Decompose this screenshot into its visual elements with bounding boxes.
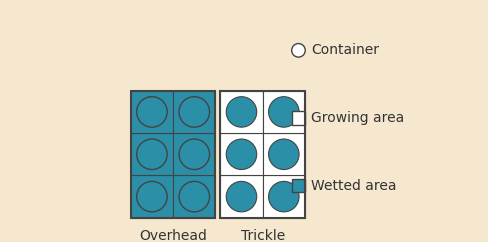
Bar [173, 175, 215, 218]
Bar [173, 91, 215, 133]
Text: Trickle: Trickle [240, 229, 284, 242]
Circle shape [179, 97, 209, 127]
Bar [173, 133, 215, 175]
Bar [262, 91, 305, 133]
Circle shape [226, 182, 256, 212]
Bar [262, 175, 305, 218]
Circle shape [137, 97, 167, 127]
Circle shape [268, 182, 299, 212]
Bar [130, 91, 173, 133]
Bar [220, 91, 262, 133]
Bar [262, 133, 305, 175]
Circle shape [268, 97, 299, 127]
Bar [291, 179, 305, 192]
Bar [130, 91, 215, 218]
Bar [220, 175, 262, 218]
Bar [291, 111, 305, 125]
Text: Wetted area: Wetted area [310, 179, 396, 193]
Text: Growing area: Growing area [310, 111, 404, 125]
Bar [220, 133, 262, 175]
Text: Container: Container [310, 43, 378, 57]
Circle shape [291, 44, 305, 57]
Circle shape [179, 182, 209, 212]
Circle shape [226, 139, 256, 169]
Bar [220, 91, 305, 218]
Circle shape [226, 97, 256, 127]
Circle shape [137, 139, 167, 169]
Bar [130, 133, 173, 175]
Circle shape [179, 139, 209, 169]
Circle shape [137, 182, 167, 212]
Circle shape [268, 139, 299, 169]
Text: Overhead: Overhead [139, 229, 206, 242]
Bar [130, 175, 173, 218]
